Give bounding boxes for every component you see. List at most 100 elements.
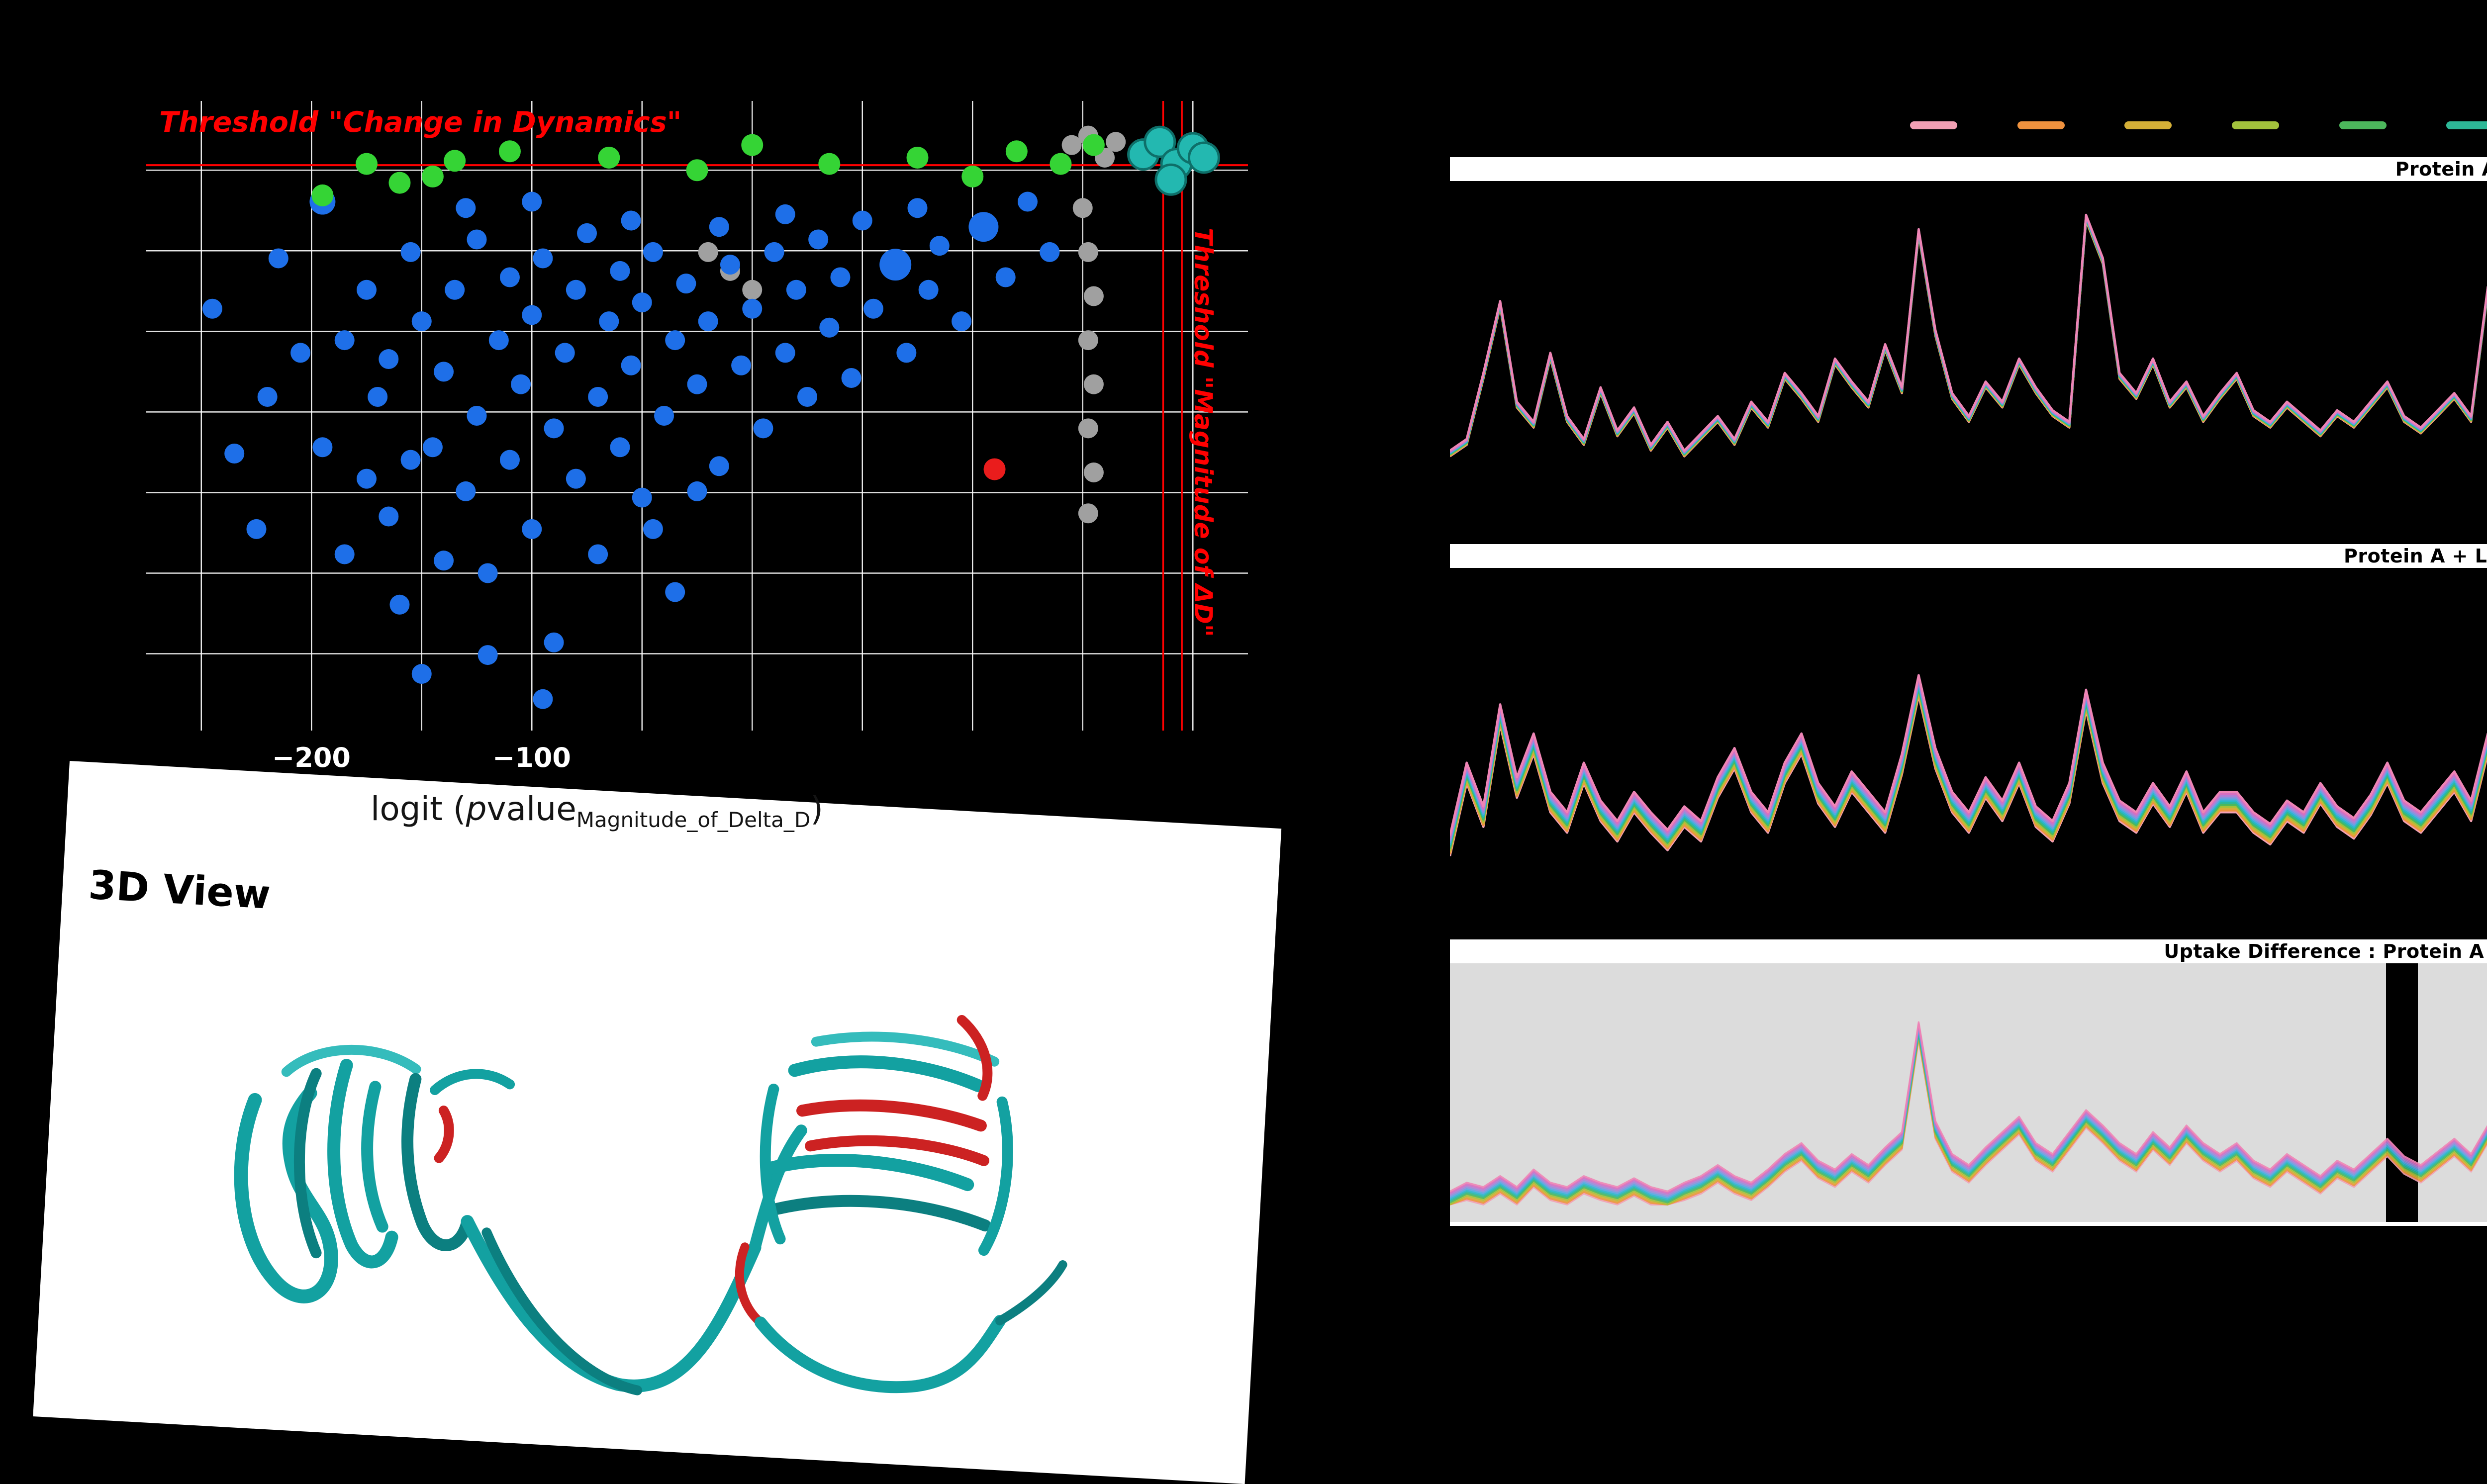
scatter-point-blue[interactable] [411, 311, 432, 332]
scatter-point-blue[interactable] [830, 267, 851, 287]
scatter-point-blue[interactable] [632, 487, 652, 508]
scatter-point-blue[interactable] [434, 362, 454, 382]
scatter-point-blue[interactable] [467, 406, 487, 426]
scatter-point-gray[interactable] [742, 279, 763, 300]
scatter-point-gray[interactable] [1078, 503, 1098, 524]
scatter-point-blue[interactable] [742, 298, 763, 319]
scatter-point-blue[interactable] [522, 519, 542, 539]
scatter-point-green[interactable] [1050, 153, 1072, 175]
scatter-point-gray[interactable] [1106, 132, 1126, 152]
scatter-point-blue[interactable] [533, 248, 553, 269]
scatter-point-blue[interactable] [863, 298, 883, 319]
scatter-point-gray[interactable] [1061, 135, 1082, 155]
scatter-point-green[interactable] [818, 153, 841, 175]
scatter-point-green[interactable] [1005, 140, 1028, 163]
scatter-point-blue[interactable] [357, 279, 377, 300]
scatter-point-green[interactable] [598, 146, 620, 169]
scatter-point-blue[interactable] [268, 248, 288, 269]
scatter-point-blue[interactable] [312, 437, 333, 458]
scatter-point-blue[interactable] [555, 343, 575, 363]
scatter-point-blue[interactable] [379, 506, 399, 527]
scatter-point-blue[interactable] [1018, 191, 1038, 212]
scatter-point-blue[interactable] [918, 279, 939, 300]
scatter-point-teal[interactable] [1154, 163, 1187, 196]
scatter-point-blue[interactable] [709, 217, 729, 237]
scatter-point-blue[interactable] [968, 212, 999, 242]
scatter-point-blue[interactable] [499, 267, 520, 287]
scatter-point-blue[interactable] [588, 544, 608, 564]
scatter-point-blue[interactable] [566, 279, 586, 300]
scatter-point-blue[interactable] [797, 387, 817, 407]
scatter-point-blue[interactable] [808, 229, 829, 250]
scatter-point-blue[interactable] [819, 317, 840, 338]
legend-series-dash-6[interactable] [2446, 121, 2487, 129]
scatter-point-blue[interactable] [290, 343, 311, 363]
scatter-point-blue[interactable] [654, 406, 674, 426]
scatter-point-blue[interactable] [687, 374, 707, 394]
legend-series-dash-2[interactable] [2017, 121, 2065, 129]
protein-structure-render[interactable] [100, 914, 1194, 1440]
scatter-point-blue[interactable] [456, 481, 476, 501]
legend-series-dash-1[interactable] [1910, 121, 1957, 129]
scatter-point-blue[interactable] [488, 330, 509, 351]
scatter-point-blue[interactable] [786, 279, 806, 300]
scatter-point-gray[interactable] [1078, 330, 1098, 351]
scatter-point-blue[interactable] [257, 387, 278, 407]
scatter-point-green[interactable] [741, 134, 764, 156]
scatter-point-blue[interactable] [400, 242, 421, 262]
scatter-point-blue[interactable] [334, 544, 355, 564]
scatter-point-blue[interactable] [246, 519, 267, 539]
scatter-point-blue[interactable] [610, 437, 630, 458]
scatter-point-blue[interactable] [599, 311, 619, 332]
scatter-point-blue[interactable] [907, 198, 928, 218]
3d-view-panel[interactable]: 3D View [33, 761, 1282, 1484]
legend-series-dash-4[interactable] [2231, 121, 2279, 129]
scatter-point-blue[interactable] [357, 468, 377, 489]
scatter-point-green[interactable] [686, 159, 708, 182]
scatter-point-blue[interactable] [896, 343, 917, 363]
scatter-point-blue[interactable] [544, 418, 564, 439]
scatter-point-green[interactable] [356, 153, 378, 175]
scatter-point-blue[interactable] [665, 582, 685, 602]
scatter-point-blue[interactable] [753, 418, 773, 439]
scatter-point-blue[interactable] [632, 292, 652, 313]
scatter-point-green[interactable] [388, 172, 411, 194]
scatter-point-blue[interactable] [731, 355, 752, 375]
scatter-point-blue[interactable] [610, 261, 630, 281]
scatter-point-blue[interactable] [643, 519, 663, 539]
scatter-point-blue[interactable] [698, 311, 718, 332]
scatter-point-blue[interactable] [952, 311, 972, 332]
scatter-point-teal[interactable] [1144, 125, 1176, 158]
scatter-point-blue[interactable] [841, 368, 861, 388]
scatter-point-blue[interactable] [499, 450, 520, 470]
scatter-point-blue[interactable] [665, 330, 685, 351]
scatter-point-green[interactable] [421, 165, 444, 187]
scatter-point-blue[interactable] [643, 242, 663, 262]
scatter-point-green[interactable] [444, 150, 466, 172]
scatter-point-blue[interactable] [929, 236, 950, 256]
scatter-point-blue[interactable] [478, 563, 498, 583]
scatter-point-red[interactable] [983, 458, 1006, 480]
scatter-point-gray[interactable] [1072, 198, 1093, 218]
scatter-point-blue[interactable] [566, 468, 586, 489]
scatter-point-gray[interactable] [1083, 374, 1104, 394]
scatter-point-blue[interactable] [467, 229, 487, 250]
scatter-point-blue[interactable] [478, 645, 498, 665]
scatter-point-gray[interactable] [1078, 418, 1098, 439]
protein-a-ligand-chart[interactable] [1450, 568, 2487, 911]
scatter-point-blue[interactable] [720, 255, 740, 275]
scatter-point-blue[interactable] [1040, 242, 1060, 262]
scatter-point-blue[interactable] [995, 267, 1016, 287]
scatter-point-gray[interactable] [1078, 242, 1098, 262]
scatter-point-blue[interactable] [852, 210, 872, 231]
scatter-point-blue[interactable] [456, 198, 476, 218]
scatter-point-green[interactable] [1082, 134, 1105, 156]
scatter-point-blue[interactable] [621, 210, 641, 231]
scatter-point-blue[interactable] [522, 191, 542, 212]
scatter-point-blue[interactable] [411, 664, 432, 684]
scatter-point-blue[interactable] [379, 349, 399, 370]
scatter-point-blue[interactable] [687, 481, 707, 501]
scatter-point-green[interactable] [906, 146, 929, 169]
volcano-plot[interactable] [146, 101, 1248, 731]
scatter-point-blue[interactable] [434, 551, 454, 571]
